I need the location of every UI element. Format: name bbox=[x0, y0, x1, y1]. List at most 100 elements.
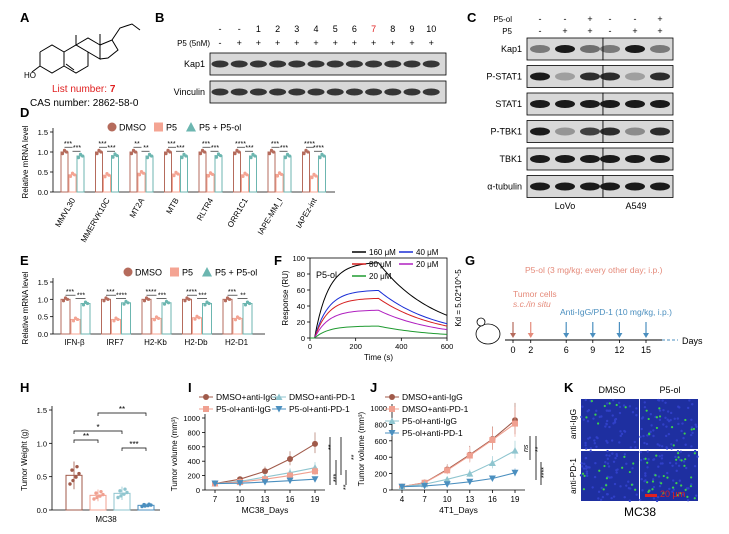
bar bbox=[283, 155, 292, 193]
nucleus bbox=[664, 401, 667, 404]
blot-band bbox=[555, 182, 575, 191]
dose-arrowhead bbox=[510, 333, 516, 338]
nucleus bbox=[665, 425, 668, 428]
blot-band bbox=[269, 88, 287, 96]
nucleus bbox=[605, 454, 608, 457]
blot-band bbox=[345, 60, 363, 68]
blot-label: Kap1 bbox=[501, 44, 522, 54]
p5ol-sign: - bbox=[609, 14, 612, 24]
data-point bbox=[233, 152, 237, 156]
sensorgram-line bbox=[310, 309, 448, 339]
bar bbox=[80, 302, 91, 335]
nucleus bbox=[633, 440, 636, 444]
data-point bbox=[214, 155, 219, 159]
y-tick-label: 1.5 bbox=[38, 128, 48, 137]
lane-label: 6 bbox=[352, 24, 357, 34]
sig-label: *** bbox=[106, 289, 114, 296]
nucleus bbox=[635, 407, 638, 410]
blot-band bbox=[326, 88, 344, 96]
y-tick-label: 200 bbox=[187, 472, 200, 481]
nucleus bbox=[641, 489, 644, 492]
blot-band bbox=[580, 127, 600, 136]
sig-label: *** bbox=[77, 293, 85, 300]
cd8-cell bbox=[583, 474, 586, 477]
sig-label: ns bbox=[523, 444, 530, 452]
legend-label: 160 μM bbox=[369, 248, 396, 257]
marker bbox=[398, 483, 406, 491]
p5-label: P5 bbox=[502, 27, 512, 36]
legend-label: 20 μM bbox=[416, 260, 439, 269]
nucleus bbox=[657, 399, 661, 402]
nucleus bbox=[584, 398, 587, 402]
dose-arrowhead bbox=[616, 333, 623, 338]
nucleus bbox=[623, 496, 626, 499]
blot-band bbox=[365, 60, 383, 68]
nucleus bbox=[696, 455, 699, 458]
bar bbox=[242, 302, 253, 335]
data-point bbox=[122, 302, 126, 306]
p5-sign: + bbox=[294, 38, 299, 48]
p5-sign: + bbox=[390, 38, 395, 48]
nucleus bbox=[646, 434, 649, 437]
category-label: MTB bbox=[164, 197, 180, 216]
data-point bbox=[172, 174, 176, 178]
panel-c-western-blot: - - - + + + - - - + + + P5-ol P5 Kap1 P-STAT1 STAT1 P-TBK… bbox=[486, 14, 674, 211]
nucleus bbox=[606, 441, 609, 444]
nucleus bbox=[655, 499, 659, 503]
nucleus bbox=[660, 454, 664, 457]
nucleus bbox=[586, 466, 589, 469]
sig-label: **** bbox=[186, 289, 197, 296]
data-point bbox=[314, 174, 318, 178]
nucleus bbox=[694, 423, 697, 426]
sig-label: **** bbox=[116, 293, 127, 300]
blot-band bbox=[600, 45, 620, 53]
lane-label: 2 bbox=[275, 24, 280, 34]
nucleus bbox=[682, 436, 685, 440]
nucleus bbox=[679, 450, 683, 453]
nucleus bbox=[659, 462, 663, 465]
cd8-cell bbox=[598, 469, 601, 472]
nucleus bbox=[682, 493, 685, 496]
panel-letter-d: D bbox=[20, 105, 29, 120]
series-line bbox=[401, 472, 516, 488]
nucleus bbox=[614, 456, 617, 460]
y-tick-label: 200 bbox=[374, 470, 387, 479]
cd8-cell bbox=[651, 480, 655, 483]
days-axis-label: Days bbox=[682, 336, 703, 346]
nucleus bbox=[690, 445, 693, 448]
blot-band bbox=[326, 60, 344, 68]
p5-sign: + bbox=[256, 38, 261, 48]
legend-marker bbox=[154, 122, 163, 132]
legend-marker bbox=[202, 267, 212, 277]
marker bbox=[261, 479, 269, 486]
y-tick-label: 600 bbox=[374, 437, 387, 446]
nucleus bbox=[676, 417, 680, 420]
data-point bbox=[92, 497, 96, 501]
nucleus bbox=[669, 411, 673, 415]
blot-band bbox=[530, 45, 550, 53]
blot-band bbox=[580, 72, 600, 81]
nucleus bbox=[585, 472, 589, 475]
nucleus bbox=[593, 475, 597, 479]
antibody-label: Anti-IgG/PD-1 (10 mg/kg, i.p.) bbox=[560, 307, 672, 317]
legend-label: DMSO+anti-IgG bbox=[402, 392, 463, 402]
blot-band bbox=[230, 60, 248, 68]
marker bbox=[312, 440, 318, 447]
marker bbox=[466, 452, 473, 459]
y-tick-label: 0 bbox=[301, 334, 305, 343]
nucleus bbox=[639, 458, 643, 462]
data-point bbox=[237, 316, 242, 320]
nucleus bbox=[613, 482, 617, 486]
nucleus bbox=[680, 429, 683, 433]
lane-label: - bbox=[238, 24, 241, 34]
nucleus bbox=[682, 460, 686, 463]
cd8-cell bbox=[658, 407, 661, 410]
nucleus bbox=[628, 499, 632, 502]
cd8-cell bbox=[628, 470, 631, 474]
x-tick-label: 7 bbox=[213, 495, 218, 504]
cd8-cell bbox=[630, 483, 634, 486]
x-axis-label: MC38_Days bbox=[242, 505, 289, 515]
nucleus bbox=[687, 487, 690, 490]
nucleus bbox=[620, 432, 624, 436]
